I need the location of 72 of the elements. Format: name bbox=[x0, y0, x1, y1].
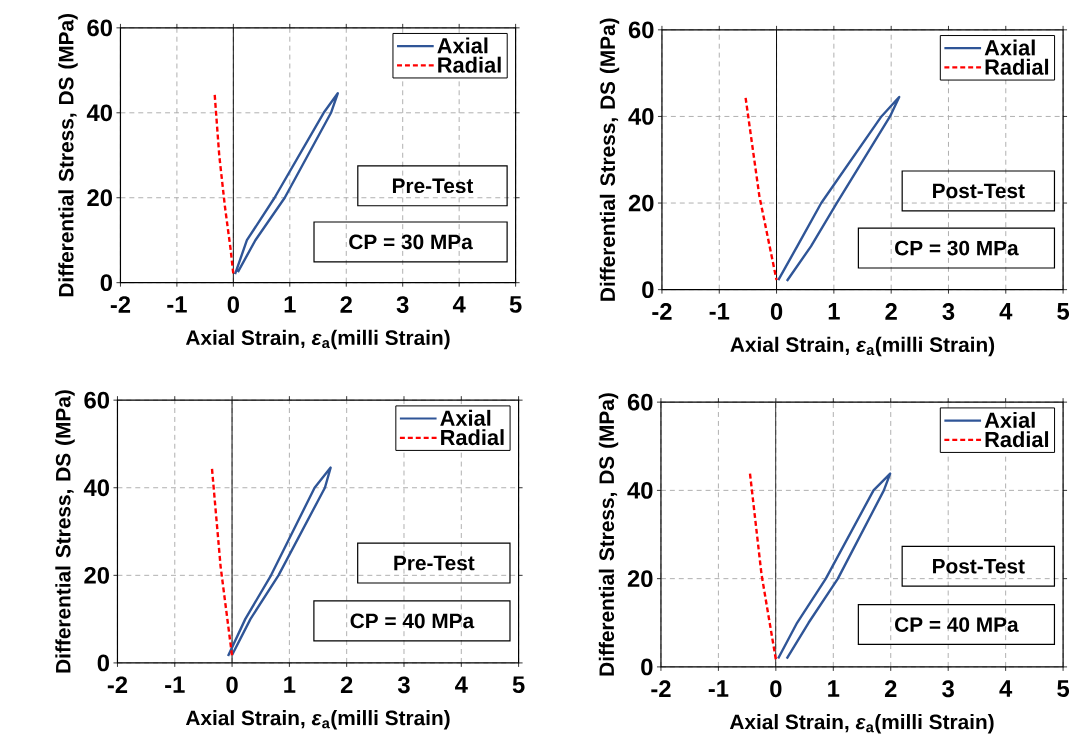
annotation: CP = 30 MPa bbox=[349, 234, 473, 250]
y-tick-label: 0 bbox=[641, 658, 653, 676]
y-tick-label: 20 bbox=[627, 570, 653, 588]
x-tick-label: -2 bbox=[110, 296, 131, 313]
x-axis-title: Axial Strain, ε$_{a}$(milli Strain) bbox=[730, 336, 995, 357]
x-tick-label: -2 bbox=[107, 676, 128, 694]
x-tick-label: 2 bbox=[885, 303, 897, 320]
x-tick-label: 5 bbox=[1057, 303, 1070, 320]
annotation: Pre-Test bbox=[394, 556, 475, 571]
x-tick-label: 5 bbox=[1057, 680, 1070, 698]
x-tick-label: -2 bbox=[652, 303, 672, 320]
legend-label: Radial bbox=[438, 56, 501, 73]
y-axis-title: Differential Stress, DS (MPa) bbox=[598, 393, 619, 676]
y-tick-label: 60 bbox=[627, 393, 653, 411]
x-tick-label: 3 bbox=[397, 676, 410, 694]
annotation: Post-Test bbox=[933, 559, 1025, 574]
annotation: Post-Test bbox=[933, 183, 1025, 199]
x-tick-label: -1 bbox=[708, 680, 729, 697]
x-tick-label: 3 bbox=[942, 680, 954, 698]
y-tick-label: 40 bbox=[83, 479, 109, 497]
x-tick-label: 3 bbox=[396, 296, 409, 314]
y-axis-title: Differential Stress, DS (MPa) bbox=[55, 390, 75, 673]
legend-label: Axial bbox=[440, 410, 491, 427]
y-tick-label: 40 bbox=[627, 482, 653, 500]
y-tick-label: 20 bbox=[628, 194, 654, 212]
x-axis-title: Axial Strain, ε$_{a}$(milli Strain) bbox=[185, 710, 450, 730]
y-axis-title: Differential Stress, DS (MPa) bbox=[599, 18, 620, 301]
x-tick-label: 5 bbox=[509, 296, 522, 313]
y-axis-title: Differential Stress, DS (MPa) bbox=[58, 14, 78, 297]
legend-label: Axial bbox=[437, 37, 488, 54]
x-tick-label: 0 bbox=[227, 296, 239, 314]
x-tick-label: 0 bbox=[770, 303, 783, 321]
annotation: CP = 30 MPa bbox=[895, 240, 1019, 256]
y-tick-label: 0 bbox=[642, 281, 654, 299]
annotation: CP = 40 MPa bbox=[895, 617, 1019, 633]
x-tick-label: 1 bbox=[284, 676, 296, 693]
x-axis-title: Axial Strain, ε$_{a}$(milli Strain) bbox=[729, 714, 994, 734]
x-axis-title: Axial Strain, ε$_{a}$(milli Strain) bbox=[185, 330, 450, 350]
legend-label: Axial bbox=[984, 412, 1035, 429]
y-tick-label: 40 bbox=[628, 108, 654, 126]
x-tick-label: 5 bbox=[512, 676, 525, 694]
legend-label: Radial bbox=[985, 59, 1049, 76]
y-tick-label: 60 bbox=[84, 391, 109, 409]
y-tick-label: 60 bbox=[87, 19, 112, 37]
x-tick-label: 4 bbox=[999, 303, 1013, 320]
legend-label: Radial bbox=[985, 431, 1049, 448]
y-tick-label: 0 bbox=[100, 274, 112, 292]
y-tick-label: 60 bbox=[628, 21, 654, 39]
x-tick-label: -1 bbox=[709, 303, 730, 320]
legend-label: Axial bbox=[984, 39, 1035, 56]
annotation: CP = 40 MPa bbox=[350, 613, 475, 629]
x-tick-label: -2 bbox=[651, 680, 671, 698]
x-tick-label: 4 bbox=[455, 676, 468, 693]
x-tick-label: 2 bbox=[340, 676, 353, 694]
x-tick-label: 4 bbox=[452, 296, 466, 313]
x-tick-label: 0 bbox=[770, 680, 782, 698]
x-tick-label: 1 bbox=[828, 680, 840, 697]
x-tick-label: 3 bbox=[942, 303, 955, 321]
x-tick-label: 0 bbox=[226, 676, 238, 694]
x-tick-label: 2 bbox=[340, 296, 352, 313]
y-tick-label: 20 bbox=[84, 567, 109, 584]
y-tick-label: 0 bbox=[97, 654, 109, 672]
annotation: Pre-Test bbox=[392, 178, 474, 194]
x-tick-label: 2 bbox=[884, 680, 897, 698]
x-tick-label: -1 bbox=[167, 296, 187, 313]
x-tick-label: 4 bbox=[999, 680, 1013, 697]
y-tick-label: 20 bbox=[87, 189, 112, 207]
legend-label: Radial bbox=[441, 429, 504, 446]
y-tick-label: 40 bbox=[86, 104, 112, 122]
x-tick-label: -1 bbox=[165, 676, 185, 693]
x-tick-label: 1 bbox=[828, 303, 840, 320]
x-tick-label: 1 bbox=[284, 296, 296, 313]
